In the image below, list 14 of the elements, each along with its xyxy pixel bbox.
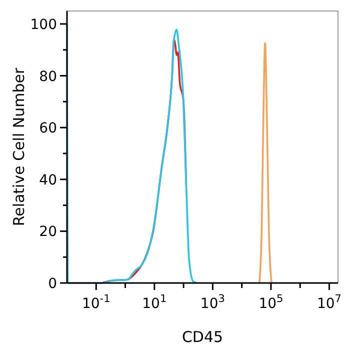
x-tick-label: 10$^{5}$	[258, 293, 284, 312]
x-tick-label: 10$^{-1}$	[82, 293, 110, 312]
y-tick-label: 80	[39, 68, 57, 85]
x-axis-title: CD45	[182, 328, 224, 346]
x-tick-label: 10$^{1}$	[142, 293, 167, 312]
y-tick-label: 40	[39, 172, 57, 188]
y-tick-label: 100	[30, 16, 57, 33]
x-tick-label: 10$^{7}$	[316, 293, 342, 312]
y-tick-label: 20	[39, 224, 57, 240]
y-axis-title: Relative Cell Number	[10, 67, 28, 226]
y-tick-label: 0	[48, 276, 57, 292]
line-series	[258, 42, 272, 284]
x-tick-label: 10$^{3}$	[200, 293, 225, 312]
y-tick-label: 60	[39, 120, 57, 137]
